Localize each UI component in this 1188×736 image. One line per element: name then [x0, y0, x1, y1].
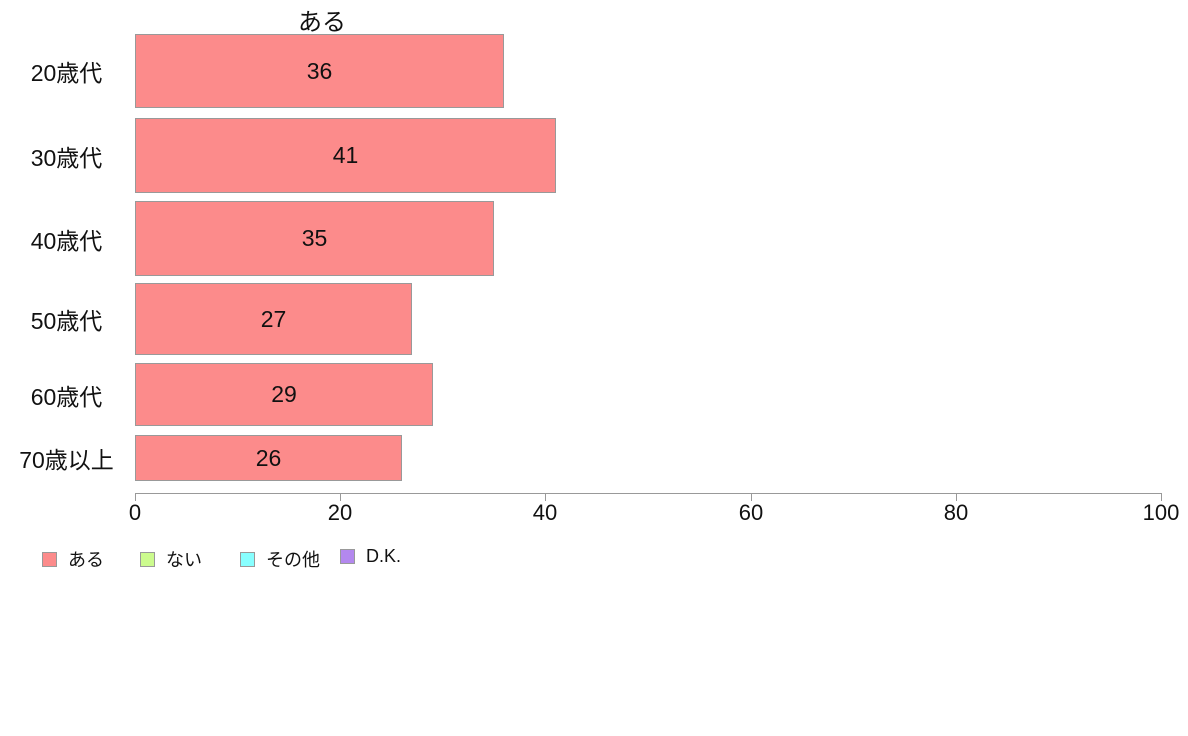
legend-item: D.K. — [340, 546, 401, 567]
bar-value-label: 35 — [301, 225, 328, 251]
x-axis-tick-label: 20 — [327, 500, 353, 525]
legend-swatch — [340, 549, 355, 564]
bar-value-label: 26 — [255, 444, 282, 471]
x-axis-tick — [1161, 493, 1162, 501]
legend-label: ある — [68, 550, 104, 570]
chart-title: ある — [298, 9, 346, 36]
x-axis-tick — [751, 493, 752, 501]
x-axis-tick-label: 100 — [1142, 500, 1180, 525]
x-axis-tick — [545, 493, 546, 501]
legend-swatch — [42, 551, 57, 567]
legend-swatch — [240, 551, 255, 567]
x-axis-tick-label: 40 — [532, 500, 558, 525]
x-axis-tick — [340, 493, 341, 501]
category-label: 40歳代 — [30, 227, 103, 254]
bar: 26 — [135, 435, 402, 481]
x-axis-tick-label: 0 — [128, 500, 142, 525]
legend-item: その他 — [240, 546, 320, 572]
bar: 35 — [135, 201, 494, 276]
legend-item: ない — [140, 546, 202, 572]
category-label: 30歳代 — [30, 144, 103, 171]
category-label: 60歳代 — [30, 383, 103, 410]
category-label: 50歳代 — [30, 308, 103, 334]
bar: 36 — [135, 34, 504, 108]
bar-value-label: 27 — [260, 305, 287, 332]
bar: 27 — [135, 283, 412, 355]
x-axis-tick — [956, 493, 957, 501]
bar: 29 — [135, 363, 433, 426]
bar-value-label: 41 — [332, 142, 359, 168]
x-axis-tick — [135, 493, 136, 501]
legend-label: D.K. — [366, 546, 402, 566]
x-axis-line — [135, 493, 1161, 494]
x-axis-tick-label: 80 — [943, 500, 969, 525]
legend-item: ある — [42, 546, 104, 572]
bar: 41 — [135, 118, 556, 193]
bar-value-label: 29 — [271, 381, 297, 407]
category-label: 70歳以上 — [19, 447, 114, 473]
legend-swatch — [140, 551, 155, 567]
bar-value-label: 36 — [306, 57, 333, 84]
legend-label: その他 — [266, 550, 320, 570]
category-label: 20歳代 — [30, 60, 103, 86]
legend-label: ない — [166, 550, 202, 570]
x-axis-tick-label: 60 — [738, 500, 764, 525]
